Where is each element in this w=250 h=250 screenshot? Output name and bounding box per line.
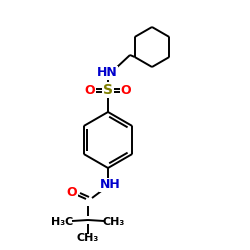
Text: H₃C: H₃C bbox=[51, 217, 73, 227]
Text: O: O bbox=[85, 84, 95, 96]
Text: O: O bbox=[67, 186, 77, 198]
Text: S: S bbox=[103, 83, 113, 97]
Text: CH₃: CH₃ bbox=[103, 217, 125, 227]
Text: NH: NH bbox=[100, 178, 120, 192]
Text: O: O bbox=[121, 84, 131, 96]
Text: HN: HN bbox=[96, 66, 117, 80]
Text: CH₃: CH₃ bbox=[77, 233, 99, 243]
